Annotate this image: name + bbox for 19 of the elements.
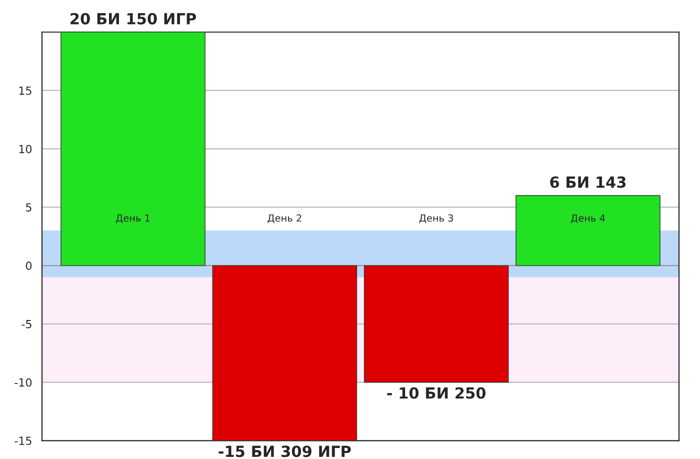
data-label: - 10 БИ 250 [387,387,486,399]
x-tick-label: День 4 [571,214,605,224]
data-label: -15 БИ 309 ИГР [218,446,351,458]
y-tick-label: -15 [14,436,32,446]
data-label: 6 БИ 143 [550,176,626,188]
x-tick-label: День 2 [268,214,302,224]
y-tick-label: -5 [22,320,32,328]
y-tick-label: 10 [19,144,32,154]
bar [364,265,509,383]
data-label: 20 БИ 150 ИГР [70,12,196,24]
bar [516,195,660,266]
y-tick-label: 15 [19,86,32,95]
bar [60,32,206,266]
y-tick-label: -10 [14,378,32,387]
bar [212,265,358,441]
x-tick-label: День 3 [419,214,454,224]
y-tick-label: 0 [26,262,32,270]
y-tick-label: 5 [26,203,32,212]
x-tick-label: День 1 [116,214,150,224]
